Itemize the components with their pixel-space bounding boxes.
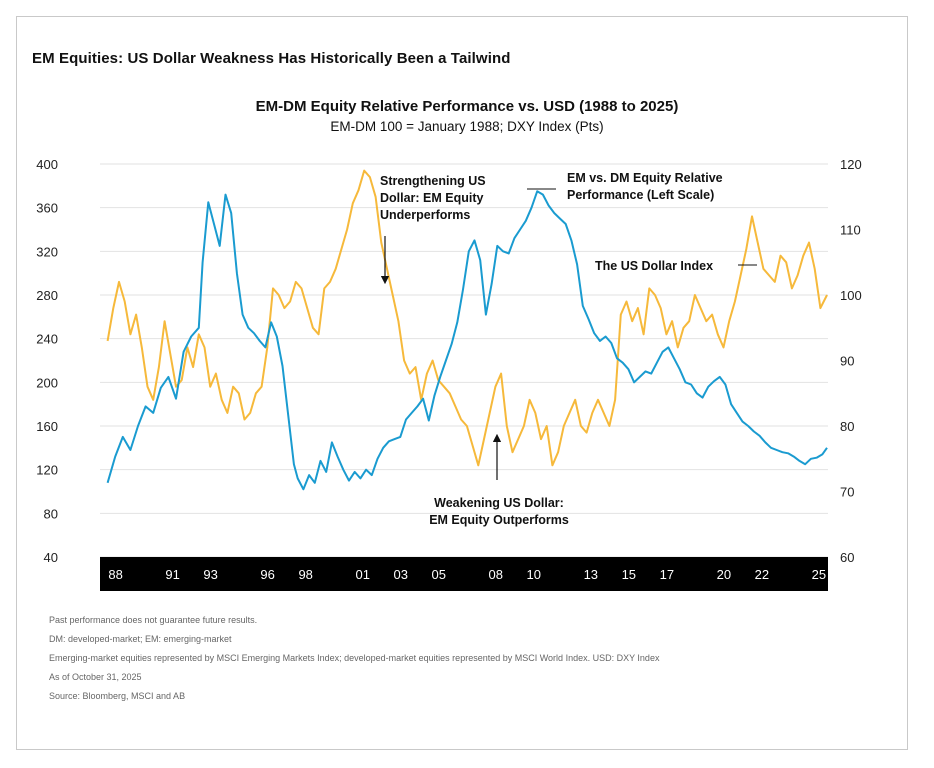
- y-left-tick-label: 280: [36, 288, 58, 303]
- annotation-em-dm-series: EM vs. DM Equity Relative Performance (Le…: [567, 171, 723, 202]
- footnote-disclaimer: Past performance does not guarantee futu…: [49, 615, 258, 625]
- y-right-tick-label: 100: [840, 288, 862, 303]
- x-tick-label: 96: [260, 567, 274, 582]
- x-tick-label: 01: [355, 567, 369, 582]
- y-right-tick-label: 90: [840, 354, 854, 369]
- y-left-tick-label: 360: [36, 201, 58, 216]
- dxy-series-line: [106, 169, 828, 467]
- x-tick-label: 13: [584, 567, 598, 582]
- footnote-date: As of October 31, 2025: [49, 672, 142, 682]
- x-tick-label: 05: [432, 567, 446, 582]
- footnote-source: Source: Bloomberg, MSCI and AB: [49, 691, 186, 701]
- y-left-tick-label: 400: [36, 157, 58, 172]
- x-tick-label: 25: [812, 567, 826, 582]
- x-tick-label: 20: [717, 567, 731, 582]
- x-tick-label: 98: [298, 567, 312, 582]
- x-tick-label: 17: [660, 567, 674, 582]
- x-tick-label: 03: [393, 567, 407, 582]
- footnote-indices: Emerging-market equities represented by …: [49, 653, 660, 663]
- x-tick-label: 22: [755, 567, 769, 582]
- card-title: EM Equities: US Dollar Weakness Has Hist…: [32, 50, 511, 67]
- y-right-tick-label: 80: [840, 419, 854, 434]
- annotation-dollar-index-series: The US Dollar Index: [595, 259, 713, 273]
- y-left-tick-label: 160: [36, 419, 58, 434]
- annotation-line: Performance (Left Scale): [567, 188, 714, 202]
- y-right-tick-label: 70: [840, 485, 854, 500]
- y-left-tick-label: 200: [36, 375, 58, 390]
- x-tick-label: 91: [165, 567, 179, 582]
- y-right-tick-label: 120: [840, 157, 862, 172]
- annotation-strengthening-dollar: Strengthening US Dollar: EM Equity Underpe…: [380, 174, 486, 222]
- annotation-line: Underperforms: [380, 208, 470, 222]
- y-left-tick-label: 240: [36, 332, 58, 347]
- y-left-tick-label: 80: [44, 506, 58, 521]
- annotation-weakening-dollar: Weakening US Dollar: EM Equity Outperform…: [429, 496, 569, 527]
- x-tick-label: 88: [108, 567, 122, 582]
- x-tick-label: 15: [622, 567, 636, 582]
- y-left-tick-label: 320: [36, 244, 58, 259]
- y-right-tick-label: 60: [840, 550, 854, 565]
- footnote-definitions: DM: developed-market; EM: emerging-marke…: [49, 634, 232, 644]
- annotation-line: EM Equity Outperforms: [429, 513, 569, 527]
- annotation-line: Dollar: EM Equity: [380, 191, 484, 205]
- annotation-line: The US Dollar Index: [595, 259, 713, 273]
- annotation-line: Weakening US Dollar:: [434, 496, 564, 510]
- x-tick-label: 93: [203, 567, 217, 582]
- x-axis-band: [100, 557, 828, 591]
- y-right-tick-label: 110: [840, 223, 861, 238]
- chart-title: EM-DM Equity Relative Performance vs. US…: [255, 98, 679, 115]
- annotation-line: EM vs. DM Equity Relative: [567, 171, 723, 185]
- chart-subtitle: EM-DM 100 = January 1988; DXY Index (Pts…: [330, 119, 604, 134]
- y-left-tick-label: 120: [36, 463, 58, 478]
- annotation-line: Strengthening US: [380, 174, 486, 188]
- x-tick-label: 08: [489, 567, 503, 582]
- x-tick-label: 10: [527, 567, 541, 582]
- em_dm-series-line: [106, 190, 828, 491]
- y-left-tick-label: 40: [44, 550, 58, 565]
